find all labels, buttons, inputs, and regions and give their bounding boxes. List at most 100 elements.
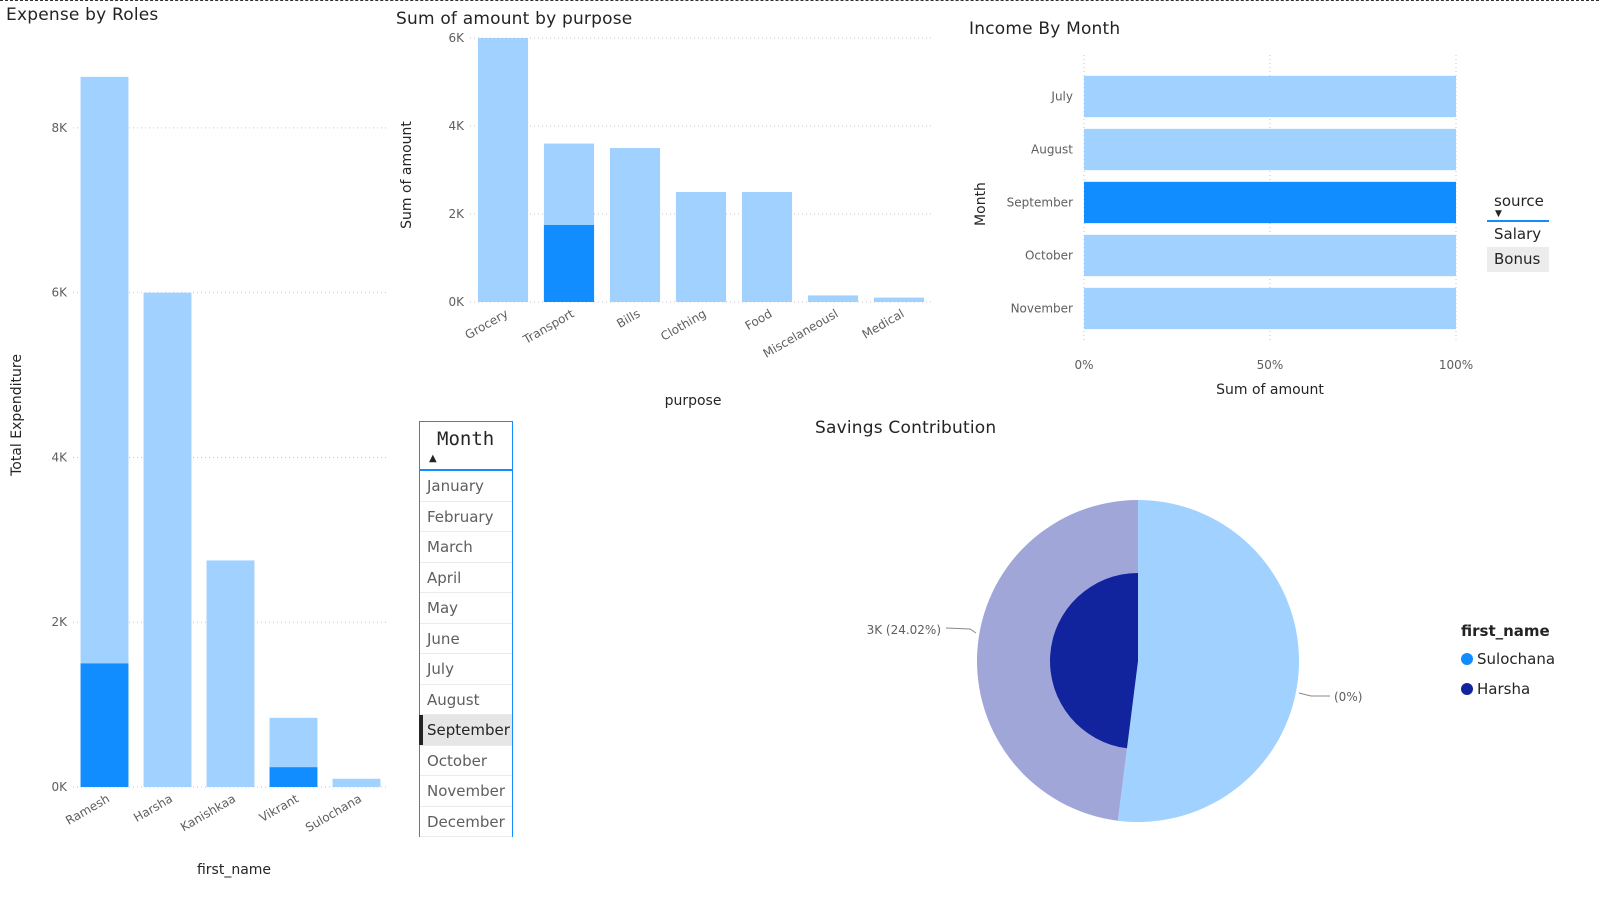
bar: [675, 192, 727, 302]
chart-title: Expense by Roles: [6, 5, 159, 25]
legend-title: source: [1494, 192, 1544, 210]
slicer-header[interactable]: Month ▲: [420, 422, 512, 471]
x-tick-label: 0%: [1074, 358, 1093, 372]
x-tick-label: Ramesh: [63, 791, 112, 827]
x-tick-label: Transport: [520, 306, 577, 347]
slicer-item-june[interactable]: June: [420, 624, 512, 654]
bar: [477, 38, 529, 302]
x-tick-label: Food: [743, 306, 775, 333]
slicer-item-february[interactable]: February: [420, 502, 512, 532]
income-by-month-chart: 0% 50% 100% July August September October Novem…: [973, 55, 1473, 398]
y-tick-label: 0K: [448, 295, 465, 309]
savings-contribution-visual[interactable]: Savings Contribution 3K (24.02%) (0%): [800, 410, 1460, 890]
x-tick-label: Bills: [614, 306, 642, 330]
x-tick-label: Vikrant: [257, 791, 301, 825]
x-axis-title: Sum of amount: [1216, 382, 1324, 398]
bar-highlight: [269, 767, 318, 787]
top-border: [0, 0, 1599, 1]
savings-contribution-chart: 3K (24.02%) (0%): [867, 500, 1362, 822]
sum-by-purpose-visual[interactable]: Sum of amount by purpose 0K 2K 4K 6K Grocery…: [390, 0, 950, 420]
legend-item-salary[interactable]: Salary: [1494, 225, 1542, 243]
y-axis-title: Month: [973, 182, 989, 226]
chevron-down-icon[interactable]: ▼: [1495, 209, 1502, 219]
y-tick-label: 0K: [51, 780, 68, 794]
pie-slice: [1117, 500, 1299, 822]
y-tick-label: 8K: [51, 121, 68, 135]
y-tick-label: 4K: [448, 119, 465, 133]
legend-item-sulochana[interactable]: Sulochana: [1461, 646, 1555, 676]
legend-dot-icon: [1461, 683, 1473, 695]
bar: [332, 778, 381, 787]
bar: [1084, 128, 1456, 171]
y-tick-label: November: [1011, 302, 1073, 316]
slicer-item-july[interactable]: July: [420, 654, 512, 685]
bar: [206, 560, 255, 787]
bar: [1084, 234, 1456, 277]
legend-dot-icon: [1461, 653, 1473, 665]
y-tick-label: 2K: [448, 207, 465, 221]
source-legend[interactable]: source ▼ Salary Bonus: [1487, 192, 1549, 272]
slicer-list: January February March April May June July Augu…: [419, 471, 512, 837]
slicer-item-december[interactable]: December: [420, 807, 512, 837]
legend-title: first_name: [1461, 622, 1550, 640]
x-tick-label: Clothing: [658, 306, 708, 343]
y-tick-label: 6K: [51, 286, 68, 300]
slicer-item-may[interactable]: May: [420, 593, 512, 624]
x-tick-label: 50%: [1257, 358, 1284, 372]
bar-highlight: [80, 663, 129, 787]
x-tick-label: Miscelaneousl: [761, 306, 841, 360]
sum-by-purpose-chart: 0K 2K 4K 6K Grocery Transport Bills Clothing Foo…: [399, 31, 932, 409]
leader-line: [945, 627, 977, 634]
income-by-month-visual[interactable]: Income By Month 0% 50% 100% July August Septe…: [960, 0, 1480, 410]
bar: [143, 292, 192, 787]
x-tick-label: Grocery: [463, 306, 511, 342]
bar: [609, 148, 661, 302]
x-axis-title: purpose: [665, 393, 722, 409]
slicer-item-november[interactable]: November: [420, 776, 512, 807]
y-tick-label: 6K: [448, 31, 465, 45]
x-tick-label: Kanishkaa: [178, 791, 238, 834]
y-tick-label: September: [1007, 196, 1073, 210]
pie-slice-highlight: [1049, 573, 1138, 749]
x-tick-label: 100%: [1439, 358, 1473, 372]
bar: [873, 297, 925, 302]
data-label: 3K (24.02%): [867, 623, 941, 637]
bar: [1084, 75, 1456, 118]
bar: [741, 192, 793, 302]
x-tick-label: Sulochana: [303, 791, 364, 834]
x-tick-label: Harsha: [131, 791, 175, 824]
y-tick-label: October: [1025, 249, 1073, 263]
legend-divider: [1487, 220, 1549, 222]
y-axis-title: Sum of amount: [399, 121, 415, 229]
y-tick-label: August: [1031, 143, 1073, 157]
x-axis-title: first_name: [197, 862, 271, 878]
slicer-item-april[interactable]: April: [420, 563, 512, 593]
slicer-item-october[interactable]: October: [420, 746, 512, 776]
legend-label: Sulochana: [1477, 650, 1556, 668]
data-label: (0%): [1334, 690, 1362, 704]
slicer-item-august[interactable]: August: [420, 685, 512, 715]
y-tick-label: July: [1050, 90, 1073, 104]
expense-by-roles-chart: 0K 2K 4K 6K 8K Ramesh Harsha Kanishkaa Vikrant Su…: [9, 76, 388, 878]
first-name-legend[interactable]: first_name Sulochana Harsha: [1461, 622, 1555, 706]
bar: [807, 295, 859, 302]
legend-item-bonus[interactable]: Bonus: [1487, 247, 1549, 272]
month-slicer[interactable]: Month ▲ January February March April May June…: [419, 421, 513, 837]
chart-title: Income By Month: [969, 19, 1121, 39]
chart-title: Savings Contribution: [815, 418, 997, 438]
slicer-item-january[interactable]: January: [420, 471, 512, 502]
bar: [1084, 287, 1456, 330]
y-tick-label: 4K: [51, 450, 68, 464]
slicer-item-september[interactable]: September: [419, 715, 512, 746]
leader-line: [1298, 692, 1330, 697]
bar-highlight: [543, 225, 595, 302]
legend-item-harsha[interactable]: Harsha: [1461, 676, 1555, 706]
legend-label: Harsha: [1477, 680, 1531, 698]
bar: [1084, 181, 1456, 224]
slicer-item-march[interactable]: March: [420, 532, 512, 563]
chart-title: Sum of amount by purpose: [396, 9, 633, 29]
y-tick-label: 2K: [51, 615, 68, 629]
expense-by-roles-visual[interactable]: Expense by Roles 0K 2K 4K 6K 8K Ramesh Harsha K…: [0, 0, 400, 890]
y-axis-title: Total Expenditure: [9, 354, 25, 477]
sort-ascending-icon[interactable]: ▲: [429, 453, 437, 464]
